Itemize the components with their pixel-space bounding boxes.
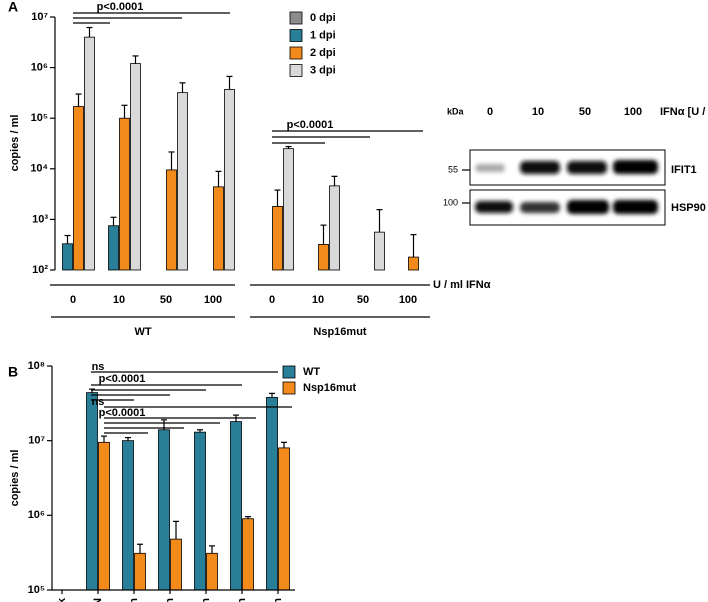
bar xyxy=(374,231,385,271)
bar xyxy=(122,440,134,591)
legend-swatch xyxy=(289,29,303,42)
x-axis-label: U / ml IFNα xyxy=(433,279,491,291)
blot-bands xyxy=(475,160,658,214)
legend-label: 1 dpi xyxy=(310,29,336,41)
legend-swatch xyxy=(282,381,296,395)
bar xyxy=(98,441,110,591)
x-tick-label: 0 xyxy=(269,294,275,306)
bar xyxy=(62,243,73,271)
annotation: p<0.0001 xyxy=(287,119,334,131)
bar xyxy=(194,431,206,591)
bar xyxy=(224,89,235,271)
bar xyxy=(170,538,182,591)
blot-lane: 100 xyxy=(624,106,642,118)
y-tick-label: 10³ xyxy=(32,213,48,225)
annotation: p<0.0001 xyxy=(99,407,146,419)
x-tick-label: 0h xyxy=(164,598,176,602)
legend-label: 2 dpi xyxy=(310,47,336,59)
legend-label: 0 dpi xyxy=(310,12,336,24)
blot-row-label: HSP90 xyxy=(671,202,706,214)
bar xyxy=(130,63,141,271)
bar xyxy=(134,552,146,591)
y-tick-label: 10⁵ xyxy=(28,584,45,596)
bar xyxy=(158,429,170,591)
blot-marker: 55 xyxy=(448,164,458,174)
x-tick-label: mock xyxy=(56,597,68,602)
bar xyxy=(177,92,188,271)
x-tick-label: 0 xyxy=(70,294,76,306)
legend-swatch xyxy=(282,365,296,379)
x-tick-label: 50 xyxy=(160,294,172,306)
panel-label: B xyxy=(8,364,18,380)
group-label: Nsp16mut xyxy=(313,326,367,338)
x-tick-label: 100 xyxy=(204,294,222,306)
bar xyxy=(230,421,242,591)
annotation: p<0.0001 xyxy=(99,373,146,385)
blot-row-label: IFIT1 xyxy=(671,164,697,176)
y-axis-label: copies / ml xyxy=(9,115,21,172)
bar xyxy=(213,186,224,271)
y-tick-label: 10⁵ xyxy=(31,112,48,124)
blot-lane: 10 xyxy=(532,106,544,118)
bar xyxy=(283,148,294,271)
legend-swatch xyxy=(289,46,303,60)
blot-unit: kDa xyxy=(447,106,465,116)
legend-label: WT xyxy=(303,366,320,378)
blot-marker: 100 xyxy=(443,197,458,207)
annotation: ns xyxy=(92,396,105,408)
bar xyxy=(278,447,290,591)
bar xyxy=(84,36,95,271)
x-tick-label: +6h xyxy=(200,598,212,602)
bar xyxy=(329,185,340,271)
blot-lane: 50 xyxy=(579,106,591,118)
annotation: p<0.0001 xyxy=(97,1,144,13)
x-tick-label: +12h xyxy=(236,598,248,602)
bar xyxy=(272,206,283,271)
bar xyxy=(73,106,84,271)
bar xyxy=(108,225,119,271)
legend-label: 3 dpi xyxy=(310,64,336,76)
y-tick-label: 10⁸ xyxy=(28,360,45,372)
bar xyxy=(318,244,329,271)
bar xyxy=(408,256,419,271)
panel-label: A xyxy=(8,0,18,15)
x-tick-label: +24h xyxy=(272,598,284,602)
y-tick-label: 10² xyxy=(32,264,48,276)
y-tick-label: 10⁴ xyxy=(30,163,48,175)
x-tick-label: 10 xyxy=(113,294,125,306)
legend-swatch xyxy=(289,64,303,77)
y-tick-label: 10⁶ xyxy=(31,62,48,74)
y-tick-label: 10⁷ xyxy=(31,11,48,23)
group-label: WT xyxy=(134,326,151,338)
y-tick-label: 10⁶ xyxy=(28,509,45,521)
bar xyxy=(242,518,254,591)
legend-swatch xyxy=(289,11,303,25)
bar xyxy=(86,392,98,591)
y-axis-label: copies / ml xyxy=(9,450,21,507)
bar xyxy=(206,552,218,591)
blot-lane: 0 xyxy=(487,106,493,118)
x-tick-label: 10 xyxy=(312,294,324,306)
x-tick-label: 50 xyxy=(357,294,369,306)
x-tick-label: 100 xyxy=(399,294,417,306)
bar xyxy=(166,169,177,271)
western-blot: kDa 0 10 50 100 IFNα [U / ml] 55 100 IFI… xyxy=(443,106,708,226)
x-tick-label: -IFN xyxy=(92,598,104,602)
legend-label: Nsp16mut xyxy=(303,382,357,394)
bar xyxy=(119,117,130,271)
bar xyxy=(266,396,278,591)
x-tick-label: -18h xyxy=(128,598,140,602)
blot-lanes-label: IFNα [U / ml] xyxy=(660,106,708,118)
annotation: ns xyxy=(92,361,105,373)
y-tick-label: 10⁷ xyxy=(28,435,45,447)
